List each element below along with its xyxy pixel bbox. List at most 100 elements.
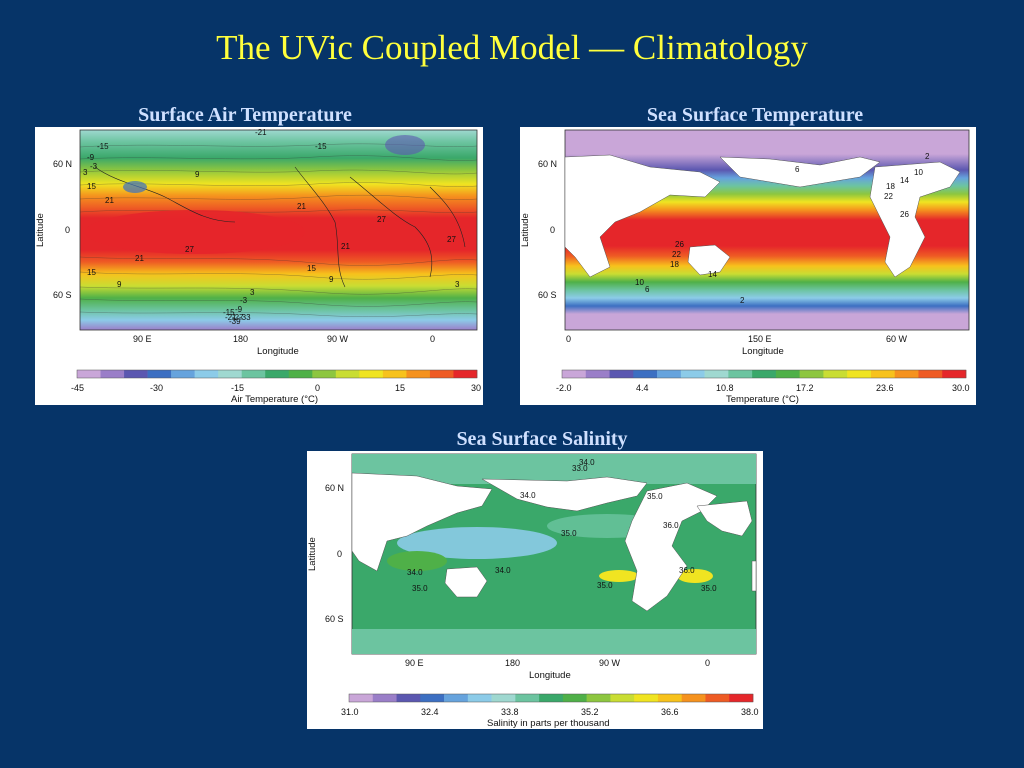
sss-lon-tick: 90 W	[599, 658, 621, 668]
air-contour-label: 15	[307, 264, 316, 273]
air-contour-label: 3	[250, 288, 255, 297]
sss-cb-label: Salinity in parts per thousand	[487, 718, 610, 729]
sss-lon-tick: 0	[705, 658, 710, 668]
colorbar-swatch	[823, 370, 848, 378]
sst-cb-tick: 17.2	[796, 383, 814, 393]
air-lon-tick: 90 E	[133, 334, 152, 344]
sss-cb-tick: 36.6	[661, 707, 679, 717]
sst-land	[564, 154, 961, 278]
air-contour-label: -15	[97, 142, 109, 151]
sss-title: Sea Surface Salinity	[456, 428, 628, 450]
air-lon-tick: 90 W	[327, 334, 349, 344]
sss-cb-tick: 31.0	[341, 707, 359, 717]
air-lon-tick: 180	[233, 334, 248, 344]
sst-xlabel: Longitude	[742, 346, 784, 357]
colorbar-swatch	[444, 694, 469, 702]
sss-contour-label: 35.0	[597, 581, 613, 590]
sss-contour-label: 34.0	[495, 566, 511, 575]
colorbar-swatch	[218, 370, 243, 378]
air-contour-label: 27	[447, 235, 456, 244]
colorbar-swatch	[467, 694, 492, 702]
sss-contour-label: 35.0	[647, 492, 663, 501]
sst-map: 2 6 10 14 18 22 26 26 22 18 14 10 6 2 60…	[520, 129, 970, 405]
sss-regions	[352, 454, 756, 654]
colorbar-swatch	[147, 370, 172, 378]
air-contour-label: 3	[83, 168, 88, 177]
sss-land	[351, 472, 757, 612]
sss-lat-tick: 0	[337, 549, 342, 559]
colorbar-swatch	[657, 370, 682, 378]
sss-contour-label: 34.0	[579, 458, 595, 467]
sst-contour-label: 6	[645, 285, 650, 294]
colorbar-swatch	[420, 694, 445, 702]
colorbar-swatch	[729, 694, 754, 702]
sss-contour-label: 34.0	[520, 491, 536, 500]
colorbar-swatch	[265, 370, 290, 378]
sst-contour-label: 2	[740, 296, 745, 305]
air-temp-panel: -21 -15 -15 -9 -3 3 9 15 21 27 21 15 9 3…	[35, 127, 483, 405]
colorbar-swatch	[585, 370, 610, 378]
air-xlabel: Longitude	[257, 346, 299, 357]
sst-contour-label: 6	[795, 165, 800, 174]
air-contour-label: -9	[87, 153, 95, 162]
colorbar-swatch	[610, 694, 635, 702]
colorbar-swatch	[562, 694, 587, 702]
colorbar-swatch	[194, 370, 219, 378]
colorbar-swatch	[335, 370, 360, 378]
sst-colorbar	[561, 369, 967, 379]
air-contour-label: 9	[195, 170, 200, 179]
sss-cb-tick: 33.8	[501, 707, 519, 717]
colorbar-swatch	[634, 694, 659, 702]
sst-cb-tick: 30.0	[952, 383, 970, 393]
air-contour-label: 21	[297, 202, 306, 211]
air-contour-label: -39	[229, 317, 241, 326]
air-cb-tick: -15	[231, 383, 244, 393]
sst-ylabel: Latitude	[520, 213, 531, 247]
colorbar-swatch	[562, 370, 587, 378]
sst-title: Sea Surface Temperature	[646, 104, 864, 126]
sss-contour-label: 34.0	[407, 568, 423, 577]
sss-cb-tick: 38.0	[741, 707, 759, 717]
air-contour-label: 9	[329, 275, 334, 284]
colorbar-swatch	[752, 370, 777, 378]
sst-contour-label: 26	[675, 240, 684, 249]
colorbar-swatch	[657, 694, 683, 702]
colorbar-swatch	[799, 370, 824, 378]
colorbar-swatch	[539, 694, 564, 702]
sst-contour-label: 22	[672, 250, 681, 259]
colorbar-swatch	[124, 370, 148, 378]
colorbar-swatch	[372, 694, 397, 702]
air-cb-tick: 15	[395, 383, 405, 393]
colorbar-swatch	[894, 370, 919, 378]
sss-ylabel: Latitude	[307, 537, 318, 571]
sss-cb-tick: 32.4	[421, 707, 439, 717]
air-cb-tick: -45	[71, 383, 84, 393]
air-contour-label: 21	[105, 196, 114, 205]
sst-lon-tick: 0	[566, 334, 571, 344]
air-contour-label: 9	[117, 280, 122, 289]
sss-panel: 34.0 33.0 34.0 35.0 36.0 35.0 34.0 34.0 …	[307, 451, 763, 729]
sst-contour-label: 18	[886, 182, 895, 191]
colorbar-swatch	[359, 370, 384, 378]
colorbar-swatch	[382, 370, 407, 378]
colorbar-swatch	[705, 694, 730, 702]
sss-lat-tick: 60 N	[325, 483, 344, 493]
sst-cb-tick: 10.8	[716, 383, 734, 393]
sss-xlabel: Longitude	[529, 670, 571, 681]
sst-lat-tick: 60 N	[538, 159, 557, 169]
air-temp-map: -21 -15 -15 -9 -3 3 9 15 21 27 21 15 9 3…	[35, 128, 481, 405]
colorbar-swatch	[77, 370, 101, 378]
colorbar-swatch	[681, 694, 706, 702]
sss-cb-tick: 35.2	[581, 707, 599, 717]
colorbar-swatch	[241, 370, 266, 378]
sst-lat-tick: 0	[550, 225, 555, 235]
air-contour-label: -27	[232, 313, 244, 322]
sst-lat-tick: 60 S	[538, 290, 557, 300]
air-contour-label: -21	[225, 313, 237, 322]
sss-contour-label: 35.0	[701, 584, 717, 593]
sst-contour-label: 14	[900, 176, 909, 185]
air-contour-label: -21	[255, 128, 267, 137]
air-contour-label: -15	[223, 308, 235, 317]
sst-lon-tick: 60 W	[886, 334, 908, 344]
sss-lat-tick: 60 S	[325, 614, 344, 624]
